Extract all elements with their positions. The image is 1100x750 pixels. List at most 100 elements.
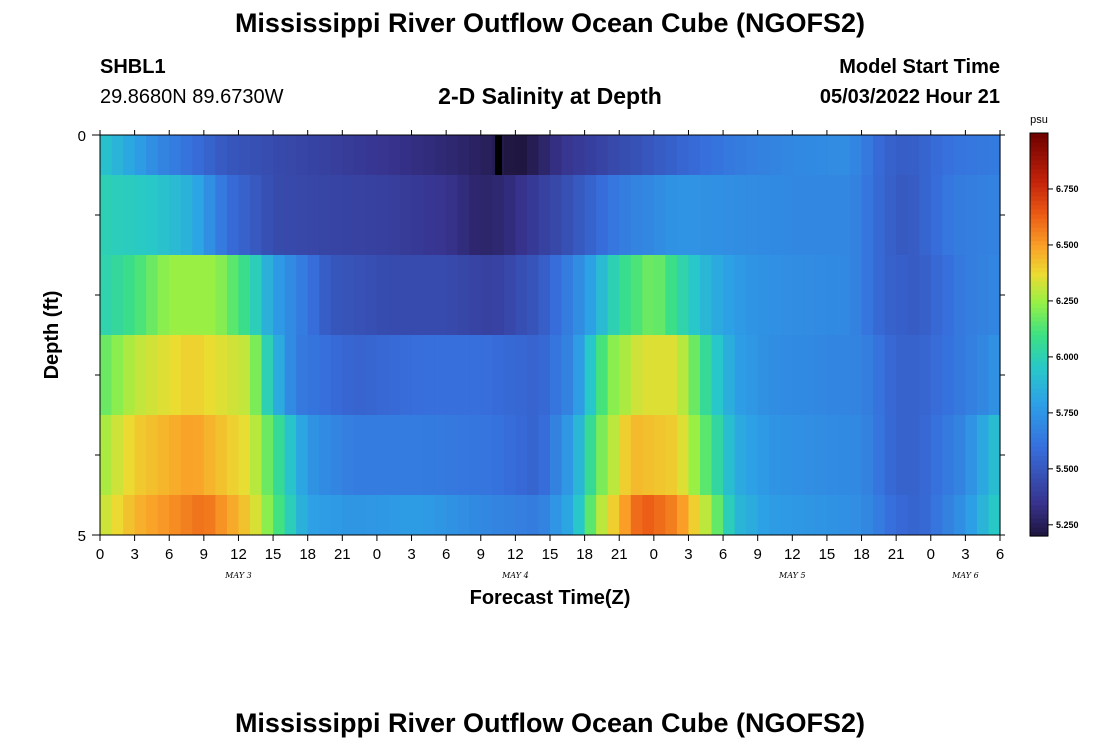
heatmap-cell — [607, 135, 620, 176]
heatmap-cell — [365, 415, 378, 496]
heatmap-cell — [838, 495, 851, 536]
heatmap-cell — [653, 175, 666, 256]
heatmap-cell — [988, 415, 1001, 496]
heatmap-cell — [596, 255, 609, 336]
heatmap-cell — [273, 415, 286, 496]
colorbar-swatch — [1030, 240, 1048, 246]
heatmap-cell — [630, 175, 643, 256]
colorbar-swatch — [1030, 173, 1048, 179]
colorbar-swatch — [1030, 294, 1048, 300]
heatmap-cell — [100, 495, 113, 536]
heatmap-cell — [123, 255, 136, 336]
colorbar-swatch — [1030, 155, 1048, 161]
heatmap-cell — [134, 175, 147, 256]
heatmap-cell — [676, 175, 690, 256]
heatmap-cell — [596, 335, 609, 416]
heatmap-cell — [503, 255, 516, 336]
x-tick-label: 0 — [927, 546, 935, 563]
heatmap-cell — [284, 255, 297, 336]
colorbar-swatch — [1030, 298, 1048, 304]
heatmap-cell — [573, 415, 586, 496]
colorbar-swatch — [1030, 253, 1048, 259]
heatmap-cell — [873, 175, 886, 256]
x-tick-label: 6 — [996, 546, 1004, 563]
colorbar-swatch — [1030, 361, 1048, 367]
heatmap-cell — [250, 335, 263, 416]
heatmap-cell — [573, 175, 586, 256]
heatmap-cell — [480, 415, 493, 496]
heatmap-cell — [746, 175, 759, 256]
heatmap-cell — [100, 255, 113, 336]
colorbar-swatch — [1030, 186, 1048, 192]
colorbar-swatch — [1030, 218, 1048, 224]
heatmap-cell — [376, 175, 390, 256]
colorbar-swatch — [1030, 495, 1048, 501]
colorbar-swatch — [1030, 249, 1048, 255]
heatmap-cell — [688, 415, 701, 496]
heatmap-cell — [411, 335, 424, 416]
colorbar-swatch — [1030, 486, 1048, 492]
heatmap-cell — [907, 135, 920, 176]
heatmap-cell — [942, 135, 955, 176]
heatmap-cell — [769, 175, 782, 256]
heatmap-cell — [919, 495, 932, 536]
heatmap-cell — [123, 175, 136, 256]
heatmap-cell — [180, 335, 193, 416]
heatmap-cell — [607, 495, 620, 536]
heatmap-cell — [203, 495, 216, 536]
heatmap-cell — [550, 255, 563, 336]
heatmap-cell — [988, 175, 1001, 256]
heatmap-cell — [273, 335, 286, 416]
heatmap-cell — [526, 135, 540, 176]
heatmap-cell — [353, 415, 366, 496]
colorbar-tick-label: 5.750 — [1056, 408, 1079, 418]
heatmap-cell — [930, 255, 943, 336]
heatmap-cell — [111, 335, 124, 416]
colorbar-swatch — [1030, 307, 1048, 313]
heatmap-cell — [630, 135, 643, 176]
heatmap-cell — [492, 415, 505, 496]
colorbar-swatch — [1030, 150, 1048, 156]
heatmap-cell — [250, 135, 263, 176]
heatmap-cell — [296, 415, 309, 496]
heatmap-cell — [850, 255, 863, 336]
heatmap-cell — [400, 335, 413, 416]
heatmap-cell — [446, 495, 459, 536]
heatmap-cell — [238, 495, 251, 536]
heatmap-cell — [376, 255, 390, 336]
heatmap-cell — [757, 175, 770, 256]
heatmap-cell — [700, 175, 713, 256]
heatmap-cell — [988, 135, 1001, 176]
colorbar-swatch — [1030, 518, 1048, 524]
heatmap-cell — [896, 335, 909, 416]
heatmap-cell — [307, 495, 320, 536]
colorbar-swatch — [1030, 137, 1048, 143]
heatmap-cell — [515, 335, 528, 416]
heatmap-cell — [630, 415, 643, 496]
heatmap-cell — [619, 255, 632, 336]
heatmap-cell — [561, 335, 574, 416]
colorbar-swatch — [1030, 455, 1048, 461]
colorbar-swatch — [1030, 347, 1048, 354]
heatmap-cell — [353, 255, 366, 336]
heatmap-cell — [700, 415, 713, 496]
heatmap-cell — [942, 335, 955, 416]
heatmap-cell — [192, 135, 205, 176]
colorbar-swatch — [1030, 531, 1048, 537]
heatmap-cell — [792, 415, 805, 496]
heatmap-cell — [446, 255, 459, 336]
heatmap-cell — [815, 175, 828, 256]
heatmap-cell — [457, 415, 470, 496]
colorbar-swatch — [1030, 312, 1048, 318]
heatmap-cell — [896, 255, 909, 336]
colorbar-swatch — [1030, 374, 1048, 380]
heatmap-cell — [446, 335, 459, 416]
colorbar-swatch — [1030, 491, 1048, 497]
heatmap-cell — [457, 135, 470, 176]
heatmap-cell — [792, 495, 805, 536]
heatmap-cell — [365, 335, 378, 416]
heatmap-cell — [965, 335, 978, 416]
heatmap-cell — [538, 255, 551, 336]
chart-title: Mississippi River Outflow Ocean Cube (NG… — [234, 8, 866, 38]
heatmap-cell — [342, 495, 355, 536]
